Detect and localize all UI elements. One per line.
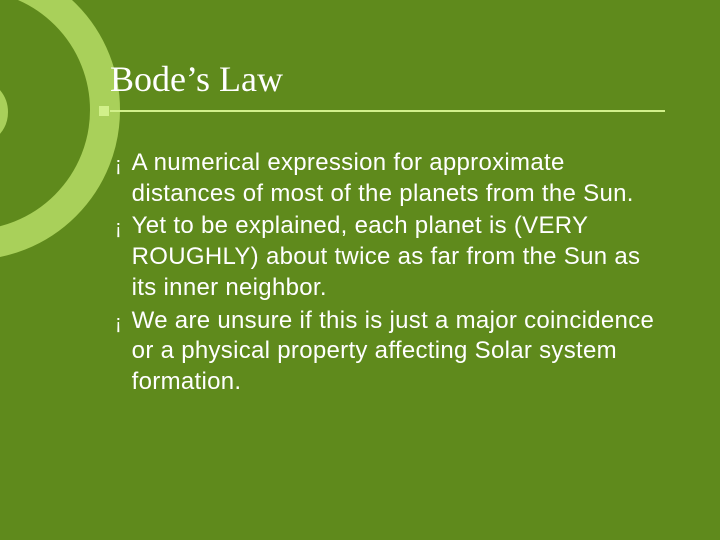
bullet-text: We are unsure if this is just a major co…	[132, 306, 670, 398]
slide-title: Bode’s Law	[110, 58, 283, 100]
bullet-item: ¡ A numerical expression for approximate …	[115, 148, 670, 209]
slide: Bode’s Law ¡ A numerical expression for a…	[0, 0, 720, 540]
body-area: ¡ A numerical expression for approximate …	[115, 148, 670, 400]
bullet-item: ¡ We are unsure if this is just a major c…	[115, 306, 670, 398]
title-area: Bode’s Law	[110, 58, 283, 100]
bullet-marker-icon: ¡	[115, 211, 122, 245]
bullet-text: A numerical expression for approximate d…	[132, 148, 670, 209]
bullet-marker-icon: ¡	[115, 306, 122, 340]
bullet-marker-icon: ¡	[115, 148, 122, 182]
accent-square	[99, 106, 109, 116]
decor-circle-large	[0, 0, 120, 260]
bullet-item: ¡ Yet to be explained, each planet is (VE…	[115, 211, 670, 303]
bullet-text: Yet to be explained, each planet is (VER…	[132, 211, 670, 303]
title-underline	[110, 110, 665, 112]
